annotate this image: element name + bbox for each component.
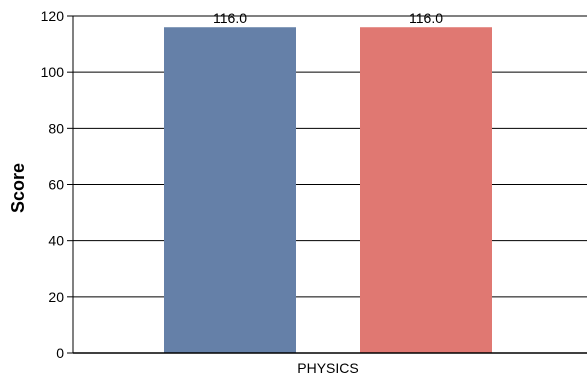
y-tick-label: 0 [56, 345, 64, 361]
data-label: 116.0 [213, 10, 247, 26]
y-axis-ticks: 0 20 40 60 80 100 120 [41, 8, 73, 361]
bars [164, 27, 492, 353]
y-tick-label: 100 [41, 64, 65, 80]
y-tick-label: 60 [48, 177, 64, 193]
bar [360, 27, 492, 353]
y-axis-title: Score [8, 163, 28, 213]
data-labels: 116.0 116.0 [213, 10, 443, 26]
x-tick-label: PHYSICS [297, 360, 358, 376]
bar [164, 27, 296, 353]
gridlines [73, 15, 587, 298]
y-tick-label: 120 [41, 8, 65, 24]
y-tick-label: 20 [48, 289, 64, 305]
y-tick-label: 40 [48, 233, 64, 249]
y-tick-label: 80 [48, 120, 64, 136]
data-label: 116.0 [409, 10, 443, 26]
x-axis-ticks: PHYSICS [297, 360, 358, 376]
